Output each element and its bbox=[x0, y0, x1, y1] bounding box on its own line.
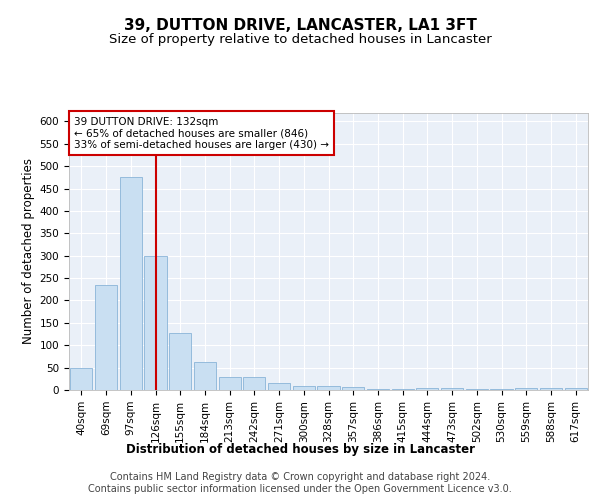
Bar bbox=[194, 362, 216, 390]
Bar bbox=[169, 332, 191, 390]
Text: Contains HM Land Registry data © Crown copyright and database right 2024.
Contai: Contains HM Land Registry data © Crown c… bbox=[88, 472, 512, 494]
Bar bbox=[268, 384, 290, 390]
Bar bbox=[95, 285, 117, 390]
Bar bbox=[317, 386, 340, 390]
Bar bbox=[392, 389, 414, 390]
Bar bbox=[243, 378, 265, 390]
Text: Size of property relative to detached houses in Lancaster: Size of property relative to detached ho… bbox=[109, 32, 491, 46]
Bar bbox=[515, 388, 538, 390]
Bar bbox=[540, 388, 562, 390]
Bar bbox=[145, 256, 167, 390]
Bar bbox=[293, 386, 315, 390]
Bar bbox=[119, 178, 142, 390]
Bar bbox=[441, 388, 463, 390]
Text: 39 DUTTON DRIVE: 132sqm
← 65% of detached houses are smaller (846)
33% of semi-d: 39 DUTTON DRIVE: 132sqm ← 65% of detache… bbox=[74, 116, 329, 150]
Bar bbox=[218, 378, 241, 390]
Text: 39, DUTTON DRIVE, LANCASTER, LA1 3FT: 39, DUTTON DRIVE, LANCASTER, LA1 3FT bbox=[124, 18, 476, 32]
Bar bbox=[416, 388, 439, 390]
Bar bbox=[565, 388, 587, 390]
Bar bbox=[342, 387, 364, 390]
Text: Distribution of detached houses by size in Lancaster: Distribution of detached houses by size … bbox=[125, 442, 475, 456]
Bar bbox=[367, 389, 389, 390]
Y-axis label: Number of detached properties: Number of detached properties bbox=[22, 158, 35, 344]
Bar bbox=[70, 368, 92, 390]
Bar bbox=[466, 389, 488, 390]
Bar bbox=[490, 389, 512, 390]
